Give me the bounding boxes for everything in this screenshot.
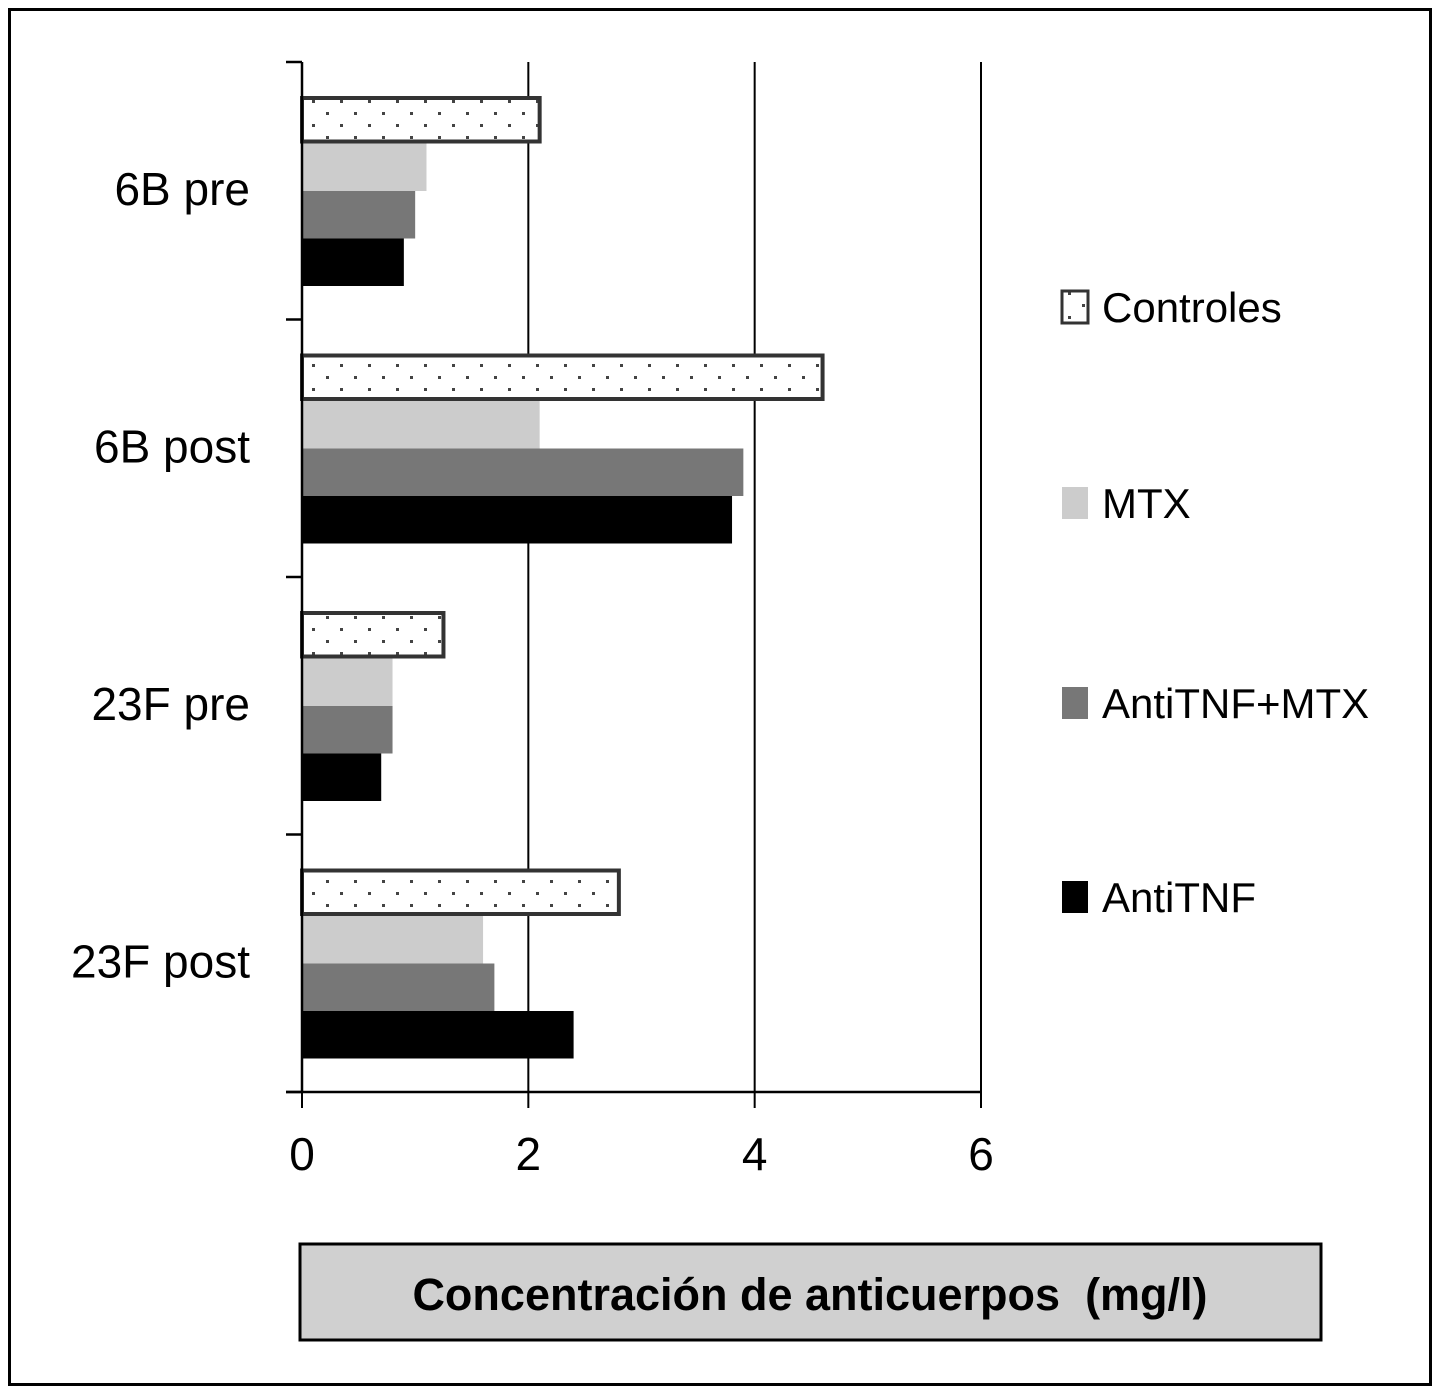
x-tick-label: 6 [968,1128,994,1180]
legend-swatch [1060,289,1090,325]
bar-antitnf-mtx [302,448,744,496]
legend-swatch [1062,687,1088,719]
category-label: 23F pre [91,678,250,730]
bar-controles [300,611,446,659]
x-axis-title-box [298,1242,1323,1342]
bar-antitnf-mtx [302,191,416,239]
bar-antitnf [302,753,382,801]
bar-controles [300,868,621,916]
legend-label: AntiTNF [1102,874,1256,921]
chart-frame [8,8,1432,1386]
bar-mtx [302,401,540,449]
bar-antitnf-mtx [302,963,495,1011]
x-tick-label: 4 [742,1128,768,1180]
bar-antitnf-mtx [302,706,393,754]
category-label: 6B post [94,421,250,473]
bar-antitnf [302,1011,574,1059]
legend-label: Controles [1102,284,1282,331]
legend-label: AntiTNF+MTX [1102,680,1369,727]
legend-label: MTX [1102,480,1191,527]
bar-mtx [302,916,484,964]
legend-swatch [1062,487,1088,519]
category-label: 6B pre [114,163,250,215]
bar-mtx [302,143,427,191]
category-label: 23F post [71,936,250,988]
bar-antitnf [302,496,733,544]
x-tick-label: 2 [516,1128,542,1180]
x-tick-label: 0 [289,1128,315,1180]
bar-mtx [302,658,393,706]
legend-swatch [1062,881,1088,913]
x-axis-title: Concentración de anticuerpos (mg/l) [412,1269,1207,1320]
bar-antitnf [302,238,404,286]
bar-controles [300,353,825,401]
bar-controles [300,96,542,144]
